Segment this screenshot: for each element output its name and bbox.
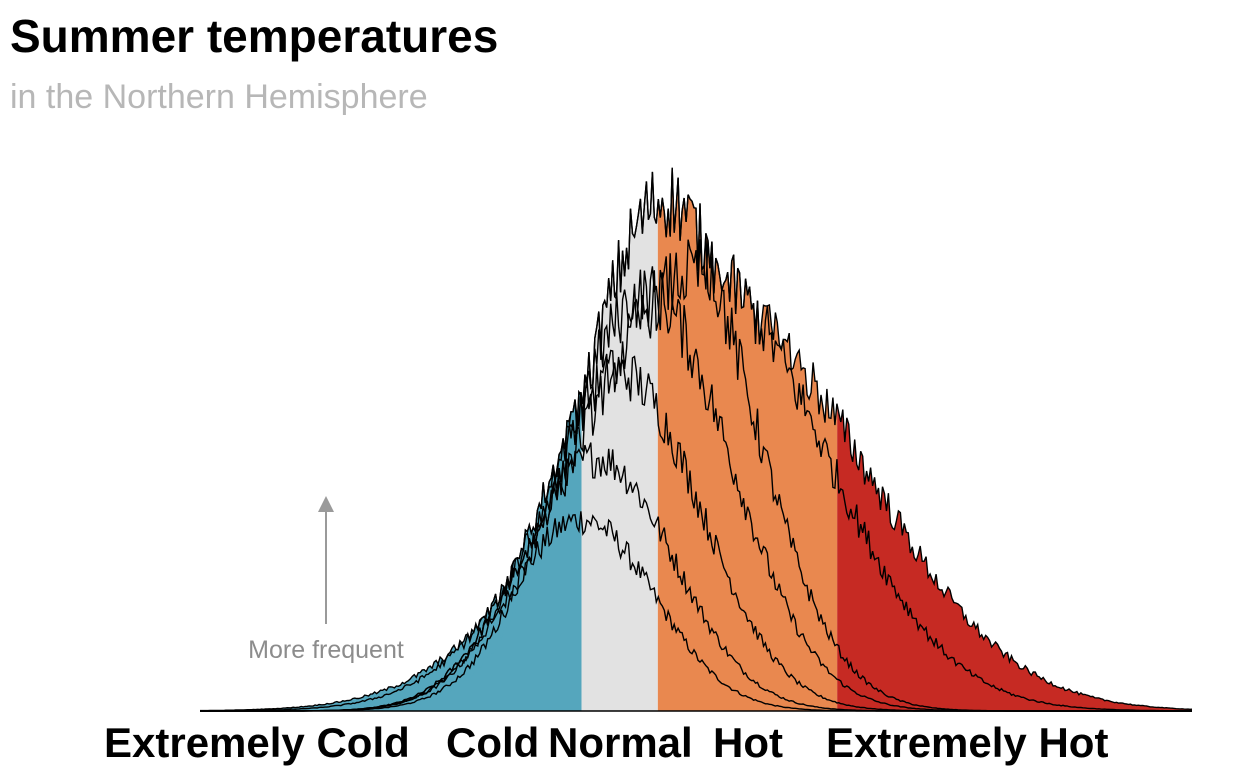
- series-area-band: [657, 167, 838, 680]
- series-area-band: [657, 412, 838, 710]
- series-area-band: [200, 511, 582, 711]
- series-area-band: [657, 596, 838, 711]
- series-area-band: [837, 405, 1192, 711]
- category-label-cold: Cold: [446, 719, 539, 766]
- series-outline: [200, 167, 1192, 712]
- series-area-band: [657, 516, 838, 711]
- chart-subtitle: in the Northern Hemisphere: [10, 78, 428, 116]
- category-label-hot: Hot: [713, 719, 783, 766]
- series-area-band: [657, 167, 838, 646]
- arrow-up-icon: [318, 496, 334, 512]
- series-outline: [200, 239, 1193, 712]
- series-area-band: [837, 679, 1192, 711]
- annotation-label: More frequent: [248, 636, 404, 664]
- chart-title: Summer temperatures: [10, 10, 498, 62]
- category-label-extremely-cold: Extremely Cold: [104, 719, 410, 766]
- series-area-band: [581, 171, 658, 404]
- series-areas: [200, 167, 1192, 711]
- category-label-normal: Normal: [548, 719, 693, 766]
- series-area-band: [581, 353, 658, 527]
- category-labels: Extremely Cold Cold Normal Hot Extremely…: [104, 719, 1108, 766]
- category-label-extremely-hot: Extremely Hot: [826, 719, 1108, 766]
- frequency-annotation: More frequent: [248, 496, 404, 664]
- series-area-band: [837, 464, 1192, 711]
